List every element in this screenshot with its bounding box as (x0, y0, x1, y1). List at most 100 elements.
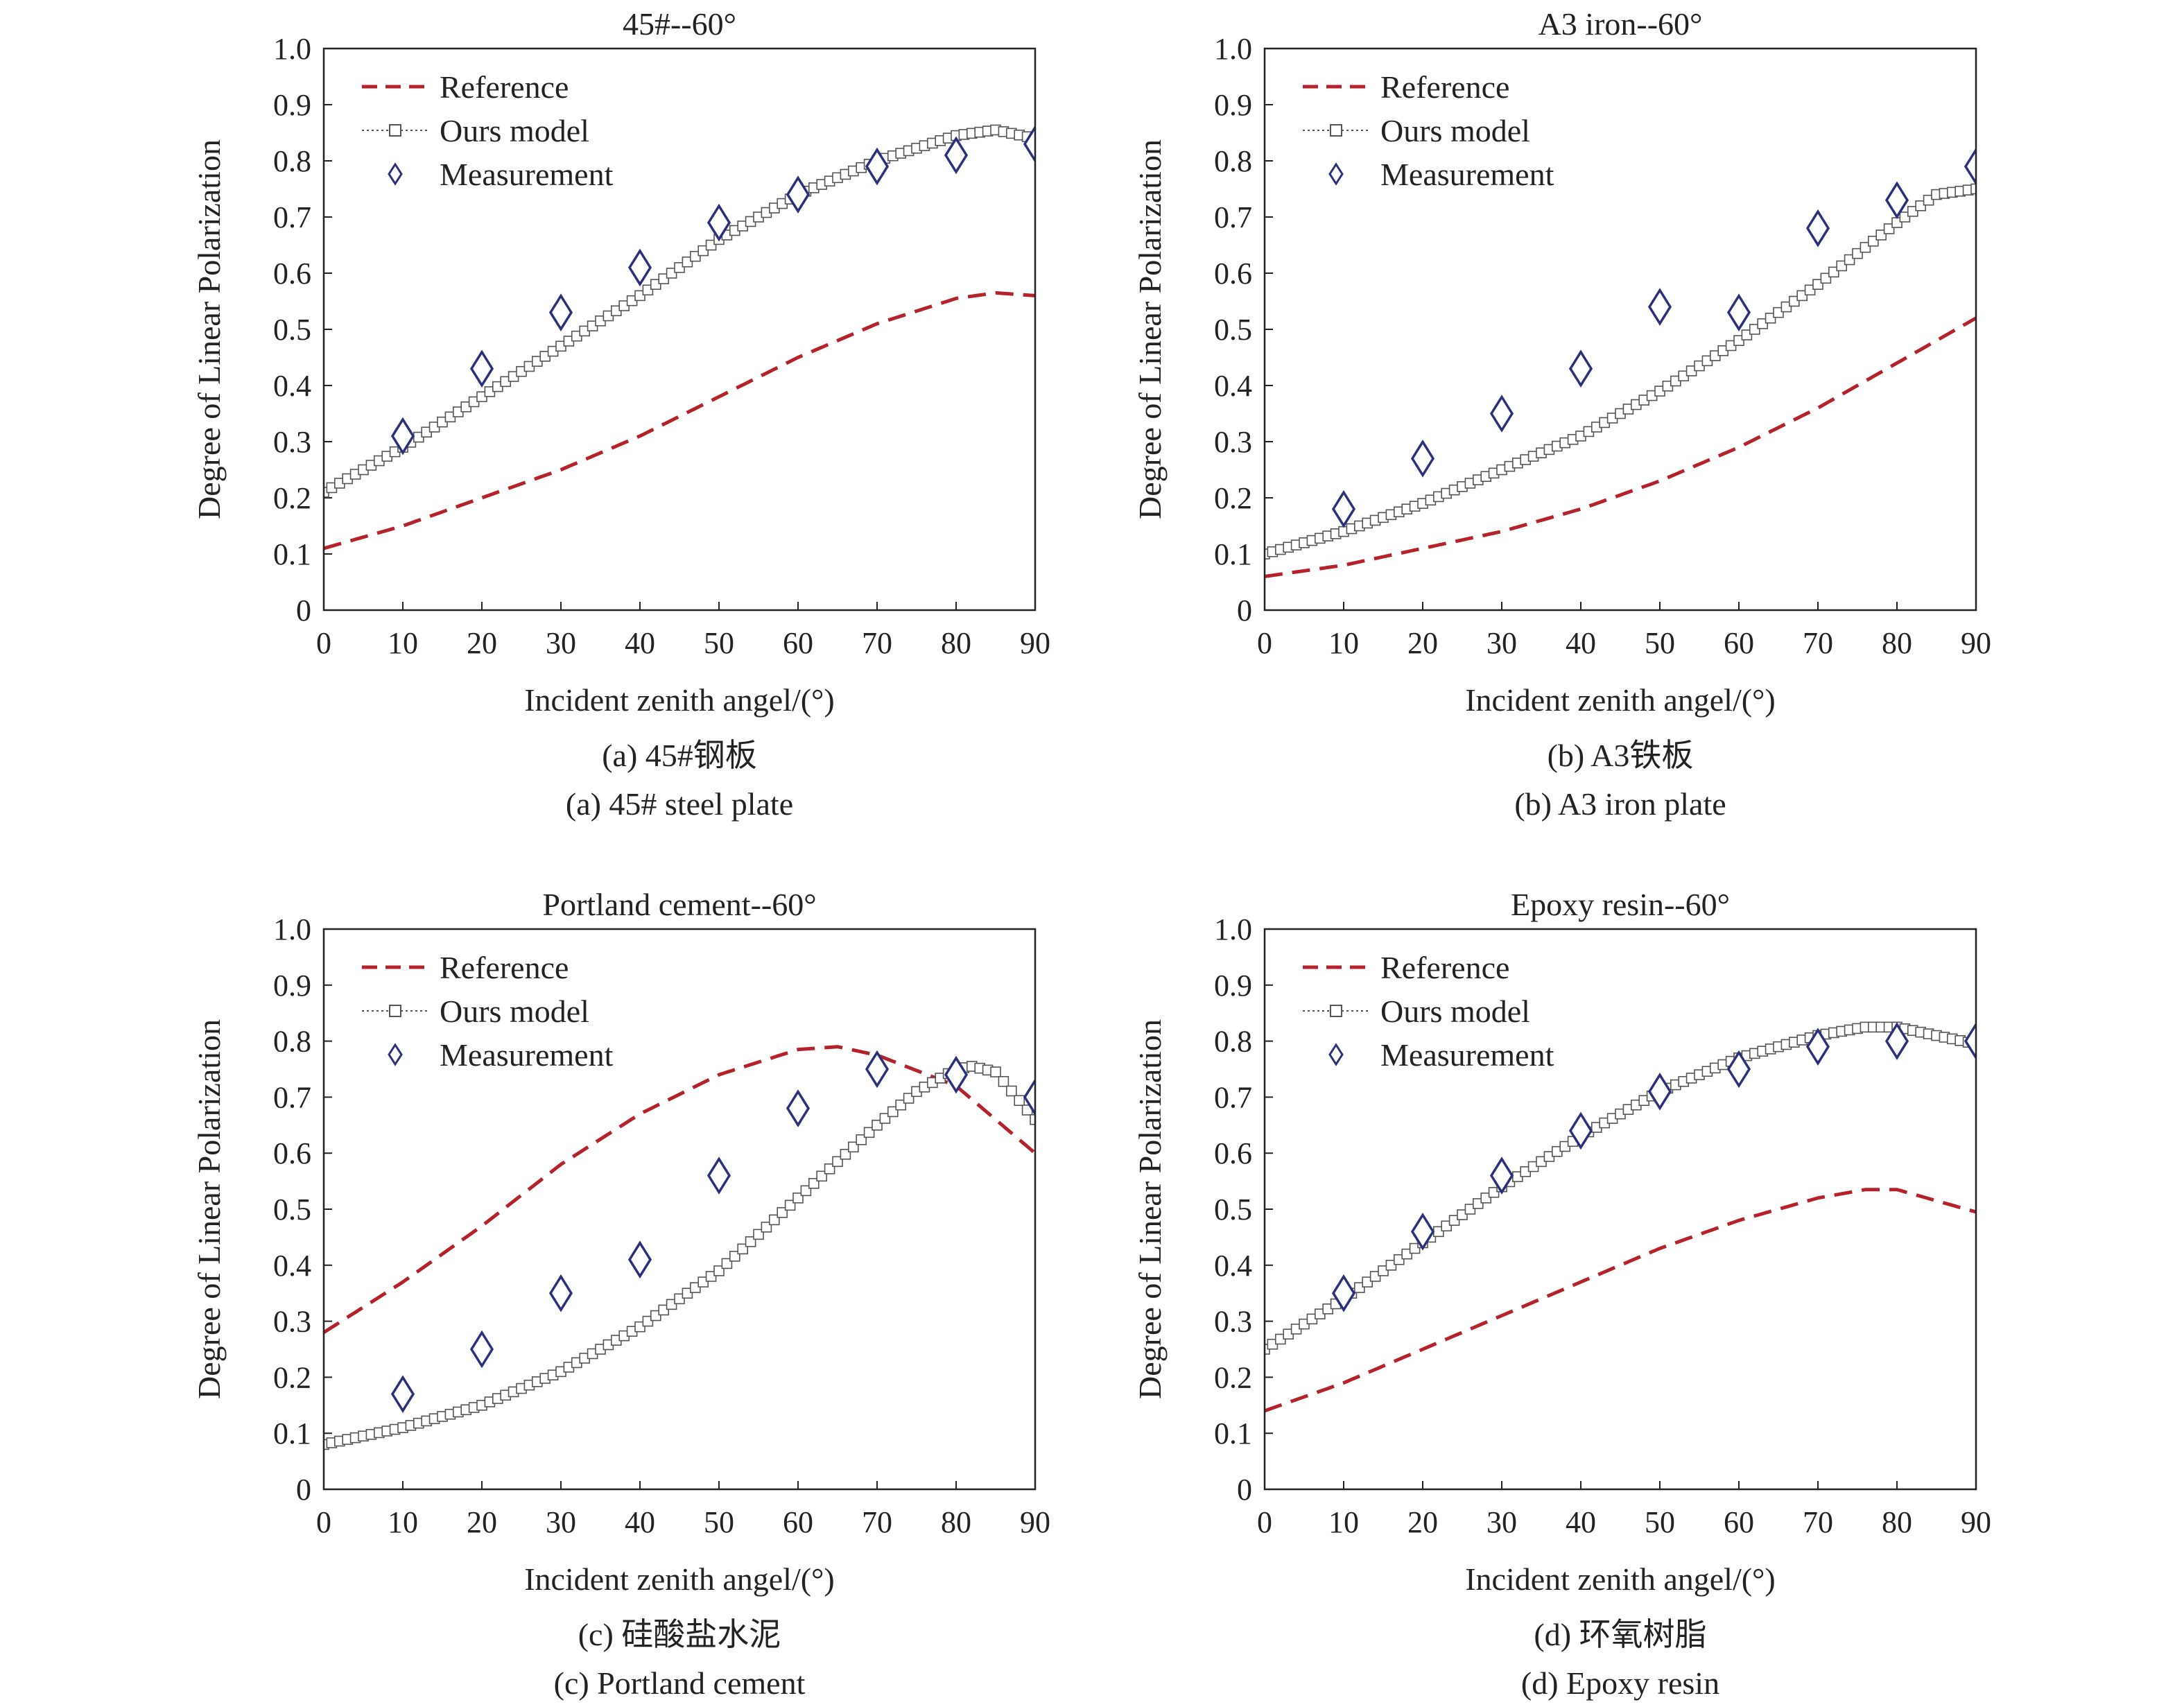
model-square-marker (697, 245, 709, 257)
legend-model-swatch-marker (1330, 1005, 1342, 1017)
model-square-marker (1836, 260, 1847, 272)
y-tick-label: 0.3 (1214, 1305, 1252, 1339)
measurement-diamond-point (786, 1089, 811, 1127)
x-tick-label: 60 (783, 1505, 813, 1539)
measurement-diamond-point (1331, 1274, 1356, 1312)
x-tick-label: 30 (1487, 626, 1517, 660)
y-tick-label: 0.5 (1214, 1193, 1252, 1227)
y-tick-label: 0.6 (273, 257, 311, 291)
plot-area (324, 1045, 1035, 1450)
y-tick-label: 0.3 (273, 425, 311, 459)
y-tick-label: 0.9 (1214, 88, 1252, 122)
model-square-marker (745, 1236, 756, 1247)
y-tick-label: 0.3 (273, 1305, 311, 1339)
model-square-marker (777, 1207, 788, 1218)
model-square-marker (808, 1178, 820, 1189)
model-square-marker (1899, 211, 1911, 223)
legend-reference-label: Reference (1380, 69, 1509, 105)
chart-title: Portland cement--60° (542, 887, 816, 922)
x-tick-label: 40 (1566, 1505, 1596, 1539)
legend-measurement-label: Measurement (440, 1037, 614, 1073)
measurement-diamond-point (627, 248, 652, 287)
measurement-diamond-point (1805, 1028, 1830, 1066)
model-square-marker (1401, 1248, 1412, 1260)
measurement-diamond-point (548, 293, 573, 332)
model-square-marker (824, 1163, 835, 1175)
caption-chinese: (c) 硅酸盐水泥 (578, 1617, 781, 1652)
plot-frame (322, 47, 1037, 612)
model-square-marker (1030, 1114, 1035, 1125)
plot-area (1265, 1021, 1976, 1413)
model-square-marker (689, 1282, 701, 1293)
y-tick-label: 1.0 (273, 32, 311, 66)
x-tick-label: 30 (1487, 1505, 1517, 1539)
legend-measurement-label: Measurement (1380, 157, 1554, 192)
model-square-marker (800, 1185, 812, 1197)
model-square-marker (840, 1149, 851, 1160)
model-square-marker (737, 1243, 748, 1255)
y-tick-label: 0.1 (273, 1416, 311, 1450)
model-square-marker (1378, 1265, 1389, 1276)
legend-model-swatch-marker (389, 1005, 401, 1017)
measurement-diamond-point (1647, 1073, 1672, 1111)
caption-chinese: (a) 45#钢板 (602, 738, 757, 773)
model-square-marker (1473, 1198, 1484, 1209)
model-square-marker (1860, 241, 1871, 253)
measurement-diamond-point (944, 136, 969, 175)
legend-measurement-label: Measurement (440, 157, 614, 192)
model-square-marker (634, 1321, 645, 1333)
model-square-marker (689, 250, 701, 262)
x-tick-label: 40 (625, 626, 655, 660)
x-tick-label: 70 (862, 1505, 892, 1539)
measurement-diamond-point (1489, 1156, 1514, 1195)
x-tick-label: 90 (1961, 1505, 1991, 1539)
caption-english: (d) Epoxy resin (1521, 1665, 1719, 1701)
x-tick-label: 50 (704, 1505, 734, 1539)
model-square-marker (1844, 254, 1855, 266)
measurement-diamond-point (944, 1055, 969, 1094)
y-tick-label: 0.4 (1214, 1249, 1252, 1283)
y-tick-label: 0.7 (1214, 200, 1252, 234)
y-axis-label: Degree of Linear Polarization (1132, 1019, 1168, 1399)
x-tick-label: 10 (388, 1505, 418, 1539)
measurement-diamond-point (1023, 125, 1035, 164)
y-tick-label: 1.0 (1214, 912, 1252, 946)
y-tick-label: 0 (296, 1473, 311, 1507)
measurement-diamond-point (1568, 349, 1593, 388)
measurement-diamond-point (1410, 439, 1435, 478)
model-square-marker (1970, 183, 1976, 195)
x-axis-label: Incident zenith angel/(°) (1465, 1561, 1776, 1597)
model-square-marker (1923, 194, 1934, 206)
measurement-diamond-point (390, 417, 415, 456)
x-tick-label: 10 (388, 626, 418, 660)
x-tick-label: 60 (1724, 626, 1754, 660)
chart-panel-2: A3 iron--60° 0 0.1 0.2 0.3 0.4 0.5 0.6 0.7 0.8 0.9… (1132, 6, 1991, 822)
measurement-diamond-point (469, 1330, 494, 1369)
x-axis-label: Incident zenith angel/(°) (1465, 682, 1776, 718)
measurement-diamond-point (865, 147, 890, 186)
model-square-marker (1448, 1215, 1460, 1226)
model-square-marker (729, 1251, 740, 1262)
model-square-marker (1014, 1095, 1025, 1107)
y-tick-label: 0.2 (1214, 1360, 1252, 1394)
model-square-marker (1780, 301, 1792, 313)
model-square-marker (784, 1199, 796, 1211)
model-square-marker (792, 1193, 804, 1204)
model-square-marker (1852, 248, 1863, 259)
x-tick-label: 20 (1407, 1505, 1438, 1539)
model-square-marker (1480, 1193, 1491, 1204)
y-tick-label: 0.7 (1214, 1080, 1252, 1114)
y-tick-label: 0.9 (273, 969, 311, 1003)
measurement-diamond-point (1964, 147, 1976, 186)
legend-reference-label: Reference (1380, 950, 1509, 985)
legend-measurement-swatch (388, 162, 403, 186)
model-square-marker (1804, 284, 1816, 296)
reference-series-line (1265, 1188, 1976, 1413)
model-square-marker (1789, 295, 1800, 307)
model-square-marker (1883, 223, 1895, 234)
model-square-marker (1907, 206, 1918, 217)
y-tick-label: 0.7 (273, 1080, 311, 1114)
model-square-marker (1820, 272, 1832, 284)
